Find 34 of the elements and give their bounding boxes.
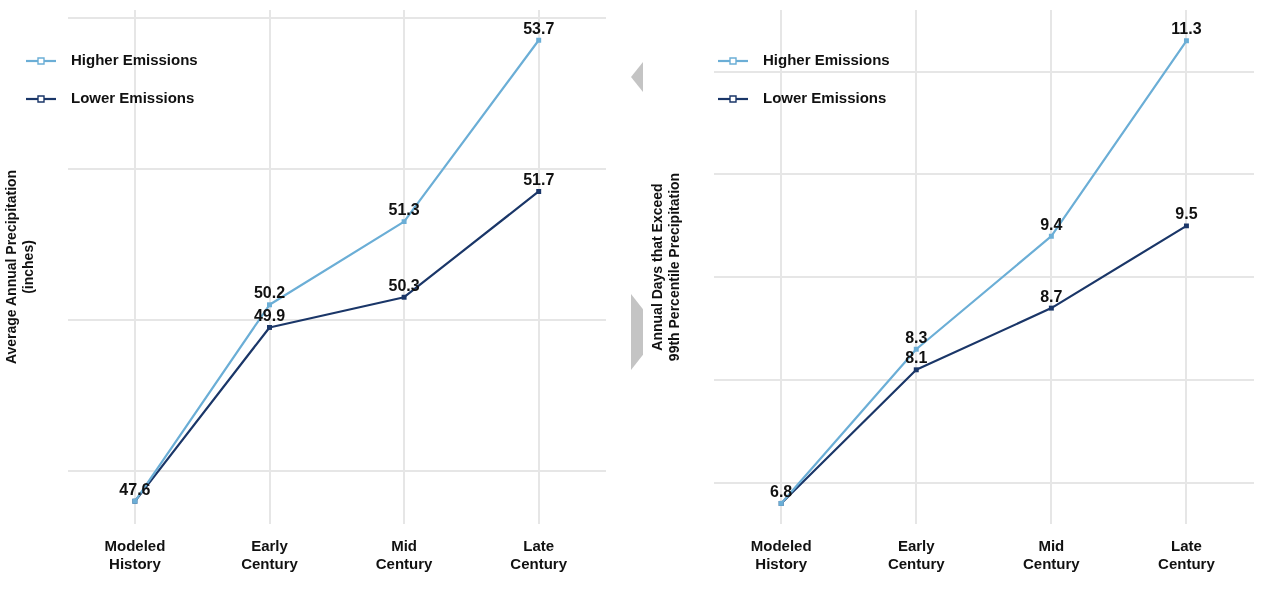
y-axis-title: Annual Days that Exceed 99th Percentile Precipitation (649, 172, 683, 362)
data-label: 53.7 (523, 19, 555, 37)
point (267, 325, 272, 330)
legend-label: Lower Emissions (71, 89, 195, 107)
point (401, 294, 407, 300)
point (1048, 233, 1054, 239)
data-label: 6.8 (770, 482, 793, 500)
legend-label: Higher Emissions (763, 51, 890, 69)
point (1048, 305, 1054, 311)
point (913, 367, 919, 373)
x-tick-label: Modeled History (750, 537, 812, 573)
point (267, 302, 272, 308)
data-label: 9.5 (1175, 205, 1198, 223)
data-label: 50.3 (388, 276, 420, 294)
point (1183, 223, 1189, 229)
x-tick-label: Early Century (241, 537, 299, 573)
x-tick-label: Mid Century (375, 537, 434, 573)
point (536, 37, 542, 43)
y-axis-title: Average Annual Precipitation (inches) (3, 169, 37, 365)
data-label: 8.3 (905, 328, 928, 346)
x-tick-label: Mid Century (1023, 537, 1081, 573)
data-label: 50.2 (253, 284, 286, 302)
point (401, 219, 407, 225)
legend-label: Higher Emissions (71, 51, 198, 69)
point (536, 188, 542, 194)
x-tick-label: Late Century (510, 537, 568, 573)
legend-label: Lower Emissions (763, 89, 887, 107)
data-label: 51.7 (523, 170, 555, 188)
data-label: 8.7 (1040, 287, 1063, 305)
point (1183, 38, 1189, 44)
x-tick-label: Early Century (887, 537, 946, 573)
data-label: 11.3 (1171, 20, 1202, 38)
x-tick-label: Late Century (1158, 537, 1216, 573)
x-tick-label: Modeled History (104, 537, 166, 573)
